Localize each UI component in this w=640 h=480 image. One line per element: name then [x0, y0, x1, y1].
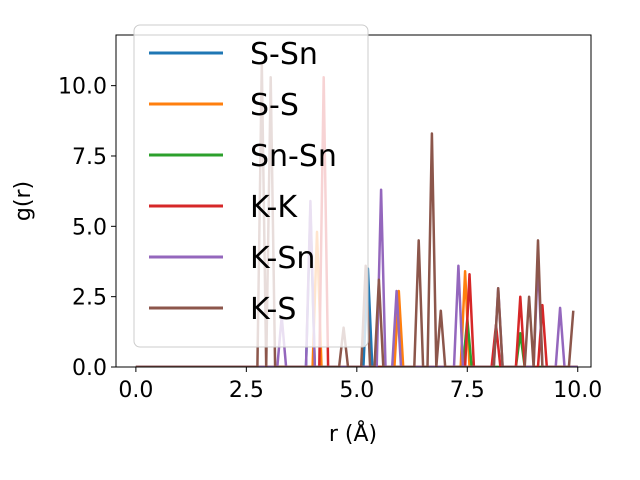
- legend: S-Sn S-S Sn-Sn K-K K-Sn K-S: [133, 24, 369, 348]
- y-tick-label: 5.0: [72, 215, 107, 240]
- y-tick-label: 0.0: [72, 356, 107, 381]
- x-tick-label: 7.5: [450, 378, 485, 403]
- legend-label-s-s: S-S: [250, 88, 299, 123]
- x-tick-label: 0.0: [118, 378, 153, 403]
- x-tick-label: 10.0: [553, 378, 602, 403]
- legend-label-k-sn: K-Sn: [250, 241, 315, 276]
- y-axis-label: g(r): [11, 181, 36, 221]
- y-axis: 0.0 2.5 5.0 7.5 10.0: [58, 75, 116, 381]
- y-tick-label: 10.0: [58, 75, 107, 100]
- legend-label-sn-sn: Sn-Sn: [250, 139, 337, 174]
- legend-label-s-sn: S-Sn: [250, 37, 318, 72]
- x-axis: 0.0 2.5 5.0 7.5 10.0: [118, 367, 602, 403]
- y-tick-label: 2.5: [72, 286, 107, 311]
- legend-label-k-s: K-S: [250, 292, 296, 327]
- x-axis-label: r (Å): [329, 420, 377, 447]
- x-tick-label: 5.0: [339, 378, 374, 403]
- legend-label-k-k: K-K: [250, 190, 298, 225]
- y-tick-label: 7.5: [72, 145, 107, 170]
- x-tick-label: 2.5: [229, 378, 264, 403]
